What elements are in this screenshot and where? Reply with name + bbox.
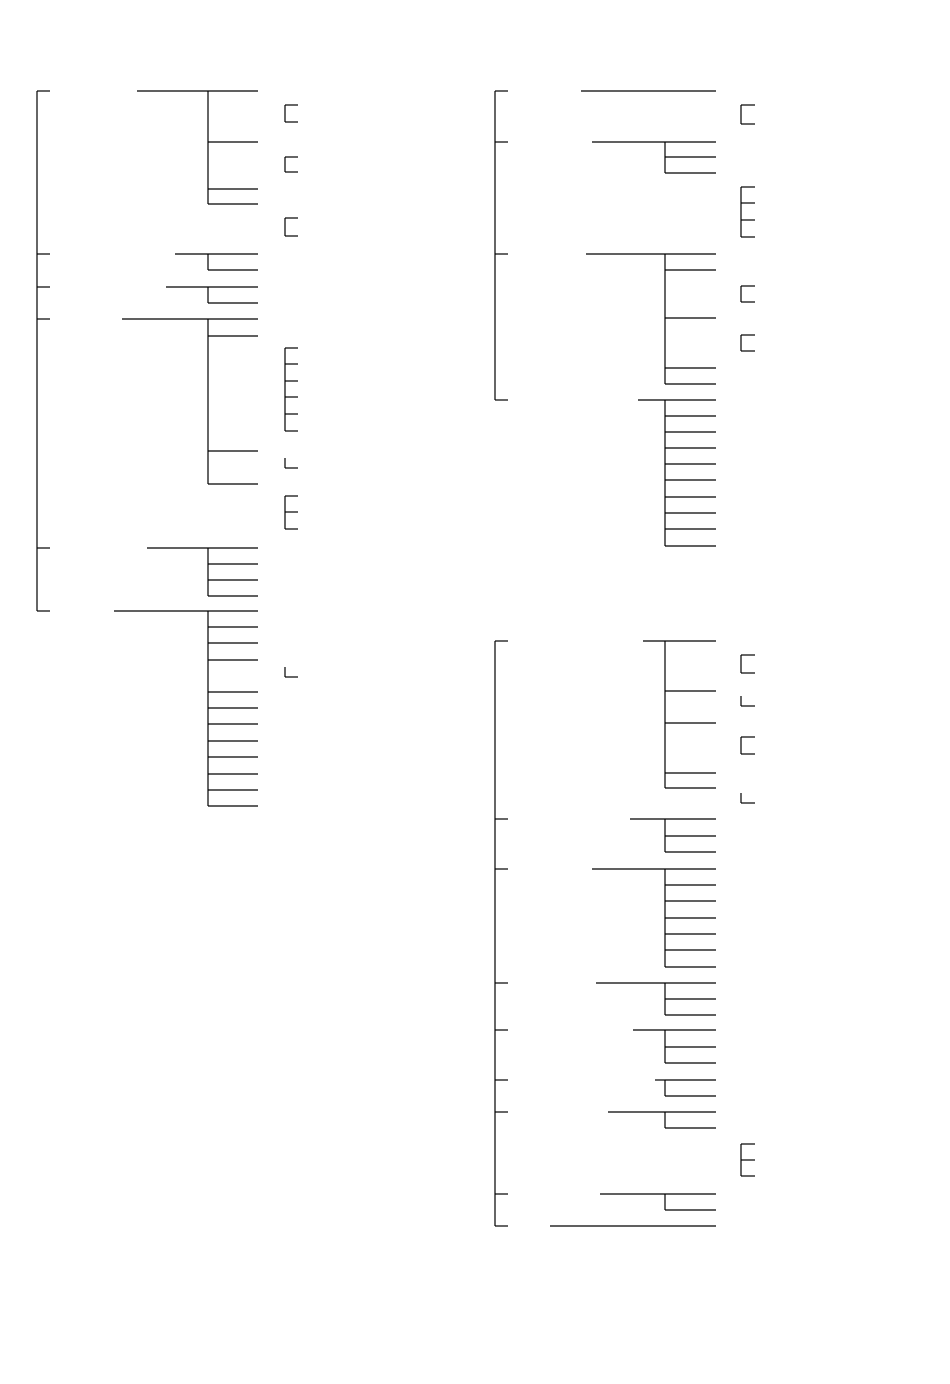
- tree-diagram: [36, 90, 755, 1227]
- page: (() => { const svg = document.getElement…: [36, 90, 755, 1227]
